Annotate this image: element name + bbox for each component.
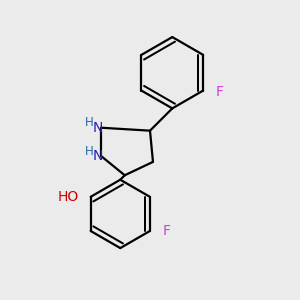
Text: N: N: [93, 121, 103, 135]
Text: F: F: [162, 224, 170, 238]
Text: HO: HO: [58, 190, 79, 204]
Text: N: N: [93, 149, 103, 163]
Text: H: H: [85, 116, 94, 129]
Text: F: F: [215, 85, 223, 99]
Text: H: H: [85, 145, 94, 158]
